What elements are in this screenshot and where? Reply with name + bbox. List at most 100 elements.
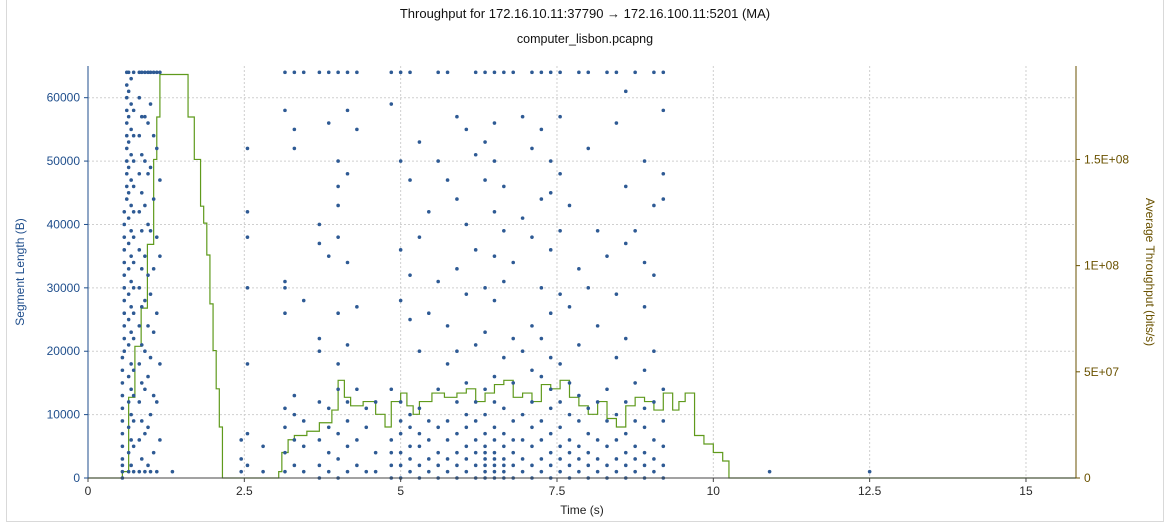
segment-point xyxy=(426,438,431,442)
segment-point xyxy=(126,70,131,75)
segment-point xyxy=(567,463,572,468)
segment-point xyxy=(245,431,250,436)
segment-point xyxy=(143,387,147,392)
segment-point xyxy=(389,70,394,75)
segment-point xyxy=(464,292,469,296)
segment-point xyxy=(122,273,127,277)
segment-point xyxy=(595,469,600,474)
y-right-tick-label: 0 xyxy=(1084,471,1091,485)
segment-point xyxy=(146,121,150,125)
segment-point xyxy=(642,305,647,309)
segment-point xyxy=(124,108,129,113)
segment-point xyxy=(417,431,422,436)
segment-point xyxy=(398,298,403,303)
segment-point xyxy=(373,450,378,455)
segment-point xyxy=(355,70,359,75)
segment-point xyxy=(539,197,544,201)
segment-point xyxy=(567,305,572,309)
segment-point xyxy=(502,431,506,436)
segment-point xyxy=(139,70,144,75)
segment-point xyxy=(126,216,131,220)
segment-point xyxy=(502,229,506,233)
segment-point xyxy=(642,425,647,430)
segment-point xyxy=(483,463,487,468)
segment-point xyxy=(317,241,322,246)
segment-point xyxy=(417,235,422,239)
segment-point xyxy=(408,273,412,277)
segment-point xyxy=(137,171,142,176)
segment-point xyxy=(364,406,369,411)
segment-point xyxy=(661,197,666,201)
segment-point xyxy=(445,70,450,75)
segment-point xyxy=(408,425,412,430)
segment-point xyxy=(455,349,459,354)
segment-point xyxy=(548,450,553,455)
segment-point xyxy=(567,450,572,455)
segment-point xyxy=(139,190,144,195)
segment-point xyxy=(283,279,287,284)
segment-point xyxy=(355,463,359,468)
segment-point xyxy=(642,260,647,265)
segment-point xyxy=(120,469,125,474)
segment-point xyxy=(408,70,412,75)
segment-point xyxy=(492,70,497,75)
segment-point xyxy=(502,184,506,189)
segment-point xyxy=(124,83,129,87)
segment-point xyxy=(120,406,125,411)
segment-point xyxy=(129,102,133,106)
segment-point xyxy=(158,362,162,366)
segment-point xyxy=(326,469,331,474)
segment-point xyxy=(408,457,412,461)
segment-point xyxy=(126,241,131,246)
segment-point xyxy=(245,146,250,151)
segment-point xyxy=(146,273,150,277)
segment-point xyxy=(455,267,459,271)
segment-point xyxy=(558,457,562,461)
segment-point xyxy=(129,152,133,157)
segment-point xyxy=(126,140,131,144)
segment-point xyxy=(426,311,431,316)
segment-point xyxy=(124,121,129,125)
segment-point xyxy=(539,457,544,461)
segment-point xyxy=(642,406,647,411)
segment-point xyxy=(642,463,647,468)
segment-point xyxy=(577,393,581,398)
segment-point xyxy=(548,159,553,163)
segment-point xyxy=(511,336,516,341)
segment-point xyxy=(767,469,772,474)
segment-point xyxy=(408,469,412,474)
segment-point xyxy=(530,444,534,449)
segment-point xyxy=(483,330,487,335)
segment-point xyxy=(511,70,516,75)
segment-point xyxy=(473,463,478,468)
segment-point xyxy=(122,248,127,252)
segment-point xyxy=(139,152,144,157)
segment-point xyxy=(154,311,159,316)
segment-point xyxy=(520,349,525,354)
segment-point xyxy=(131,311,136,316)
segment-point xyxy=(283,311,287,316)
segment-point xyxy=(464,469,469,474)
segment-point xyxy=(633,457,637,461)
segment-point xyxy=(398,159,403,163)
segment-point xyxy=(126,317,131,322)
segment-point xyxy=(129,387,133,392)
segment-point xyxy=(577,444,581,449)
segment-point xyxy=(520,114,525,119)
segment-point xyxy=(137,324,142,328)
segment-point xyxy=(623,241,628,246)
segment-point xyxy=(126,190,131,195)
segment-point xyxy=(464,222,469,227)
segment-point xyxy=(605,463,609,468)
segment-point xyxy=(558,114,562,119)
segment-point xyxy=(473,152,478,157)
segment-point xyxy=(455,431,459,436)
segment-point xyxy=(355,438,359,442)
segment-point xyxy=(143,114,147,119)
segment-point xyxy=(558,362,562,366)
segment-point xyxy=(492,298,497,303)
segment-point xyxy=(614,469,619,474)
segment-point xyxy=(595,324,600,328)
segment-point xyxy=(473,70,478,75)
